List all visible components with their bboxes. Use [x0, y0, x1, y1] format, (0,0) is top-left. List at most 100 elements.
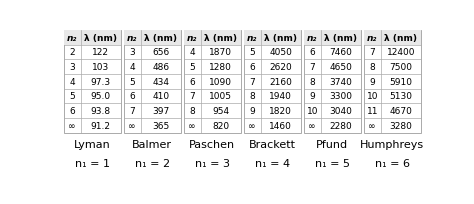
Text: ∞: ∞ [189, 121, 196, 130]
Text: 5: 5 [69, 92, 75, 101]
Text: 11: 11 [366, 106, 378, 115]
Text: 954: 954 [212, 106, 229, 115]
Text: 8: 8 [249, 92, 255, 101]
Text: n₁ = 1: n₁ = 1 [75, 158, 109, 168]
Text: 9: 9 [310, 92, 315, 101]
Text: 9: 9 [249, 106, 255, 115]
Bar [183, 31, 241, 45]
Text: 5: 5 [249, 48, 255, 57]
Text: λ (nm): λ (nm) [384, 34, 417, 43]
Text: 434: 434 [152, 77, 169, 86]
Text: 656: 656 [152, 48, 169, 57]
Text: λ (nm): λ (nm) [264, 34, 297, 43]
Text: n₁ = 5: n₁ = 5 [315, 158, 350, 168]
Text: 3: 3 [69, 63, 75, 72]
Text: 2620: 2620 [269, 63, 292, 72]
Text: 8: 8 [310, 77, 315, 86]
Bar [304, 31, 361, 133]
Text: 10: 10 [366, 92, 378, 101]
Text: n₁ = 4: n₁ = 4 [255, 158, 290, 168]
Text: 3: 3 [129, 48, 135, 57]
Text: n₁ = 2: n₁ = 2 [135, 158, 170, 168]
Text: 91.2: 91.2 [91, 121, 111, 130]
Bar [244, 31, 301, 133]
Text: 820: 820 [212, 121, 229, 130]
Text: 8: 8 [189, 106, 195, 115]
Text: 397: 397 [152, 106, 169, 115]
Text: 9: 9 [369, 77, 375, 86]
Text: 7: 7 [249, 77, 255, 86]
Text: 5910: 5910 [389, 77, 412, 86]
Text: 7: 7 [310, 63, 315, 72]
Text: 97.3: 97.3 [91, 77, 111, 86]
Text: 2: 2 [69, 48, 75, 57]
Text: 93.8: 93.8 [91, 106, 111, 115]
Bar [364, 31, 421, 133]
Text: 1005: 1005 [209, 92, 232, 101]
Text: 4: 4 [69, 77, 75, 86]
Text: 12400: 12400 [386, 48, 415, 57]
Bar [304, 31, 361, 45]
Text: 7: 7 [129, 106, 135, 115]
Text: n₂: n₂ [367, 34, 377, 43]
Text: 4650: 4650 [329, 63, 352, 72]
Text: 1820: 1820 [269, 106, 292, 115]
Bar [64, 31, 121, 45]
Text: ∞: ∞ [368, 121, 376, 130]
Text: 3040: 3040 [329, 106, 352, 115]
Text: 1460: 1460 [269, 121, 292, 130]
Bar [124, 31, 181, 133]
Text: 7: 7 [369, 48, 375, 57]
Text: λ (nm): λ (nm) [204, 34, 237, 43]
Text: 3740: 3740 [329, 77, 352, 86]
Text: 4670: 4670 [389, 106, 412, 115]
Text: 8: 8 [369, 63, 375, 72]
Text: Humphreys: Humphreys [360, 139, 424, 149]
Text: Lyman: Lyman [74, 139, 110, 149]
Text: 410: 410 [152, 92, 169, 101]
Text: 6: 6 [189, 77, 195, 86]
Text: 122: 122 [92, 48, 109, 57]
Text: 6: 6 [249, 63, 255, 72]
Text: ∞: ∞ [68, 121, 76, 130]
Text: 1940: 1940 [269, 92, 292, 101]
Bar [244, 31, 301, 45]
Text: 6: 6 [310, 48, 315, 57]
Text: 1870: 1870 [209, 48, 232, 57]
Text: n₂: n₂ [127, 34, 137, 43]
Text: Brackett: Brackett [249, 139, 296, 149]
Text: λ (nm): λ (nm) [324, 34, 357, 43]
Text: 4: 4 [190, 48, 195, 57]
Bar [364, 31, 421, 45]
Text: 5: 5 [189, 63, 195, 72]
Text: ∞: ∞ [309, 121, 316, 130]
Text: 103: 103 [92, 63, 109, 72]
Text: ∞: ∞ [128, 121, 136, 130]
Text: n₂: n₂ [307, 34, 318, 43]
Text: 5130: 5130 [389, 92, 412, 101]
Text: 7500: 7500 [389, 63, 412, 72]
Text: n₁ = 6: n₁ = 6 [374, 158, 410, 168]
Text: 2280: 2280 [329, 121, 352, 130]
Text: λ (nm): λ (nm) [84, 34, 117, 43]
Bar [183, 31, 241, 133]
Text: n₂: n₂ [187, 34, 197, 43]
Text: 6: 6 [129, 92, 135, 101]
Bar [124, 31, 181, 45]
Bar [64, 31, 121, 133]
Text: 10: 10 [307, 106, 318, 115]
Text: 4: 4 [129, 63, 135, 72]
Text: 95.0: 95.0 [91, 92, 111, 101]
Text: Paschen: Paschen [189, 139, 235, 149]
Text: 4050: 4050 [269, 48, 292, 57]
Text: 3300: 3300 [329, 92, 352, 101]
Text: 5: 5 [129, 77, 135, 86]
Text: ∞: ∞ [248, 121, 256, 130]
Text: 3280: 3280 [389, 121, 412, 130]
Text: 6: 6 [69, 106, 75, 115]
Text: 7460: 7460 [329, 48, 352, 57]
Text: Balmer: Balmer [132, 139, 172, 149]
Text: n₂: n₂ [67, 34, 77, 43]
Text: 1090: 1090 [209, 77, 232, 86]
Text: λ (nm): λ (nm) [144, 34, 177, 43]
